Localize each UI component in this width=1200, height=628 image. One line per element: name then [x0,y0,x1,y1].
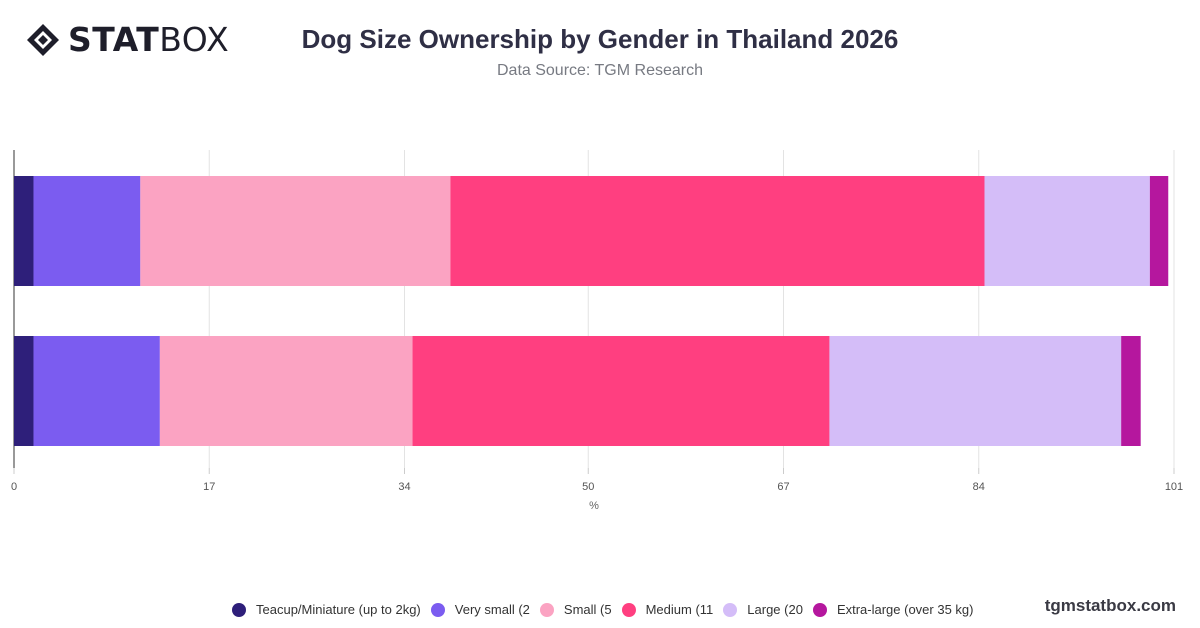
statbox-logo: STATBOX [26,20,229,60]
chart-legend: Teacup/Miniature (up to 2kg) Very small (… [232,602,984,617]
legend-swatch [812,602,827,617]
legend-swatch [539,602,554,617]
bar-segment [450,176,985,286]
legend-item[interactable]: Large (20 [723,602,803,617]
bar-segment [1149,176,1169,286]
x-tick-label: 34 [398,481,410,493]
legend-label: Medium (11 [645,602,714,617]
x-tick-label: 101 [1165,481,1183,493]
legend-item[interactable]: Small (5 [539,602,612,617]
legend-label: Extra-large (over 35 kg) [836,602,974,617]
bar-segment [140,176,451,286]
legend-swatch [232,602,246,617]
logo-part-box: BOX [159,20,230,59]
bar-segment [14,176,34,286]
x-tick-label: 84 [973,481,985,493]
x-tick-label: 17 [203,481,215,493]
brand-footer[interactable]: tgmstatbox.com [1044,596,1176,615]
legend-swatch [723,602,738,617]
legend-swatch [621,602,636,617]
x-axis-title: % [589,500,599,512]
x-tick-label: 50 [582,481,594,493]
chart-subtitle: Data Source: TGM Research [496,62,703,79]
bar-segment [829,336,1122,446]
legend-label: Small (5 [563,602,612,617]
statbox-logo-icon [27,24,59,56]
statbox-wordmark: STATBOX [68,20,229,60]
bar-segment [33,176,141,286]
bar-segment [33,336,160,446]
legend-label: Large (20 [747,602,803,617]
x-tick-label: 67 [777,481,789,493]
bar-segment [984,176,1150,286]
legend-label: Teacup/Miniature (up to 2kg) [256,602,421,617]
logo-part-stat: STAT [68,20,160,59]
bar-segment [412,336,830,446]
legend-item[interactable]: Medium (11 [621,602,714,617]
legend-swatch [430,602,445,617]
legend-item[interactable]: Teacup/Miniature (up to 2kg) [232,602,421,617]
chart-title: Dog Size Ownership by Gender in Thailand… [301,24,899,54]
legend-item[interactable]: Very small (2 [430,602,530,617]
x-tick-label: 0 [11,481,17,493]
bar-segment [14,336,34,446]
bar-segment [1121,336,1141,446]
legend-label: Very small (2 [454,602,530,617]
legend-item[interactable]: Extra-large (over 35 kg) [812,602,974,617]
bar-segment [159,336,413,446]
